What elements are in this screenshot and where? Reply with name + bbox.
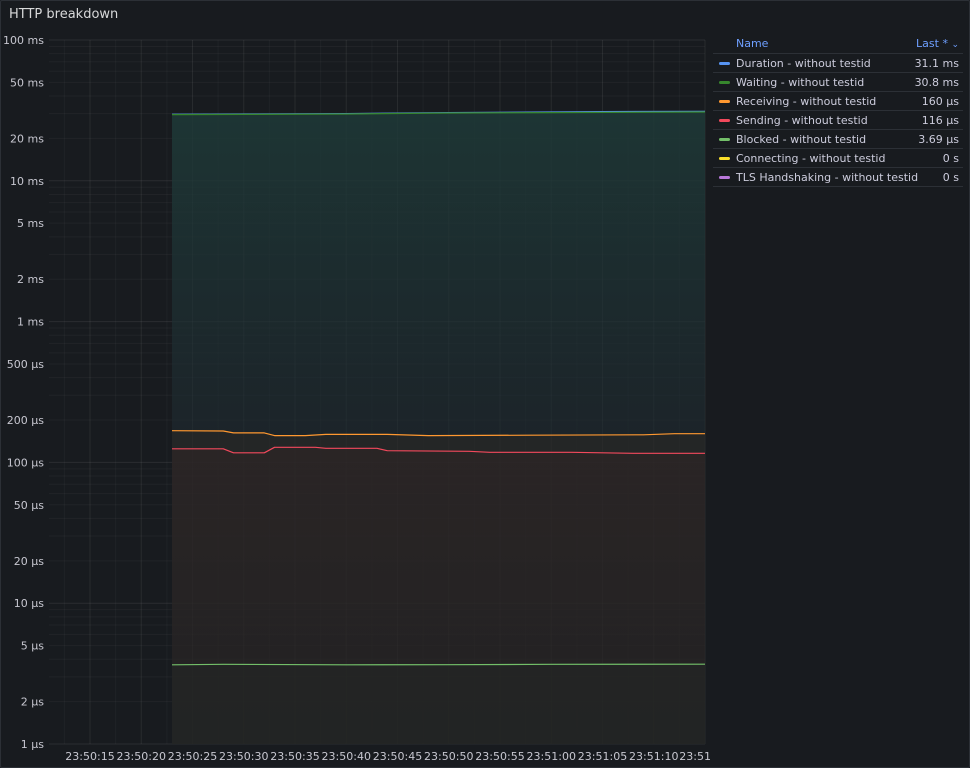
y-axis: 100 ms 50 ms 20 ms 10 ms 5 ms 2 ms 1 ms 500 µs 2… <box>3 34 44 751</box>
legend-swatch <box>719 175 730 179</box>
legend-item-value: 0 s <box>942 151 959 165</box>
legend-item[interactable]: Duration - without testid 31.1 ms <box>713 54 963 73</box>
legend-item-name: Blocked - without testid <box>736 132 867 146</box>
y-tick-label: 1 µs <box>21 738 44 751</box>
legend-item-name: Duration - without testid <box>736 56 871 70</box>
y-tick-label: 1 ms <box>17 316 44 329</box>
series-line-waiting <box>171 111 706 116</box>
y-tick-label: 100 ms <box>3 34 44 47</box>
legend-swatch <box>719 80 730 84</box>
x-tick-label: 23:50:15 <box>65 750 114 763</box>
y-tick-label: 200 µs <box>7 414 44 427</box>
x-tick-label: 23:50:55 <box>475 750 524 763</box>
legend-item[interactable]: Blocked - without testid 3.69 µs <box>713 130 963 149</box>
x-tick-label: 23:51:05 <box>578 750 627 763</box>
area-fills <box>172 112 705 744</box>
y-tick-label: 2 ms <box>17 273 44 286</box>
legend-swatch <box>719 118 730 122</box>
legend-swatch <box>719 61 730 65</box>
legend-item-value: 30.8 ms <box>914 75 959 89</box>
series-line-receiving <box>171 430 705 437</box>
legend-item[interactable]: Connecting - without testid 0 s <box>713 149 963 168</box>
legend-item-value: 116 µs <box>921 113 959 127</box>
legend: Name Last * ⌄ Duration - without testid 3… <box>713 33 963 187</box>
legend-item-name: Receiving - without testid <box>736 94 877 108</box>
x-tick-label: 23:50:30 <box>219 750 268 763</box>
legend-item-value: 0 s <box>942 170 959 184</box>
legend-item-name: Sending - without testid <box>736 113 868 127</box>
legend-swatch <box>719 137 730 141</box>
legend-swatch <box>719 99 730 103</box>
legend-swatch <box>719 156 730 160</box>
y-tick-label: 100 µs <box>7 456 44 469</box>
x-tick-label: 23:50:35 <box>270 750 319 763</box>
legend-item[interactable]: Waiting - without testid 30.8 ms <box>713 73 963 92</box>
x-tick-label: 23:51:00 <box>527 750 576 763</box>
x-tick-label: 23:50:40 <box>322 750 371 763</box>
legend-item[interactable]: Sending - without testid 116 µs <box>713 111 963 130</box>
legend-item[interactable]: TLS Handshaking - without testid 0 s <box>713 168 963 187</box>
y-tick-label: 50 µs <box>14 499 44 512</box>
chevron-down-icon: ⌄ <box>951 39 959 50</box>
y-tick-label: 20 µs <box>14 555 44 568</box>
legend-item[interactable]: Receiving - without testid 160 µs <box>713 92 963 111</box>
x-tick-label: 23:50:50 <box>424 750 473 763</box>
y-tick-label: 50 ms <box>10 76 44 89</box>
legend-item-name: Connecting - without testid <box>736 151 886 165</box>
panel-title[interactable]: HTTP breakdown <box>9 7 119 22</box>
y-tick-label: 5 ms <box>17 217 44 230</box>
series-line-sending <box>172 446 705 454</box>
x-tick-label: 23:50:20 <box>117 750 166 763</box>
x-tick-label: 23:50:45 <box>373 750 422 763</box>
y-tick-label: 2 µs <box>21 696 44 709</box>
x-tick-label: 23:51:10 <box>629 750 678 763</box>
legend-item-name: TLS Handshaking - without testid <box>736 170 919 184</box>
x-tick-label: 23:50:25 <box>168 750 217 763</box>
legend-item-value: 160 µs <box>921 94 959 108</box>
legend-item-name: Waiting - without testid <box>736 75 865 89</box>
legend-item-value: 3.69 µs <box>918 132 959 146</box>
x-axis: 23:50:15 23:50:20 23:50:25 23:50:30 23:50:35… <box>65 750 711 763</box>
x-tick-label: 23:51 <box>679 750 711 763</box>
y-tick-label: 20 ms <box>10 132 44 145</box>
legend-item-value: 31.1 ms <box>914 56 959 70</box>
y-tick-label: 10 ms <box>10 175 44 188</box>
area-fill-blocked <box>172 664 705 744</box>
legend-name-header[interactable]: Name <box>736 36 769 50</box>
y-tick-label: 10 µs <box>14 597 44 610</box>
legend-value-header[interactable]: Last * ⌄ <box>916 36 959 50</box>
series-lines <box>171 110 706 666</box>
legend-rows: Duration - without testid 31.1 ms Waiting … <box>713 54 963 187</box>
area-fill-receiving <box>172 430 705 454</box>
legend-header: Name Last * ⌄ <box>713 33 963 54</box>
y-tick-label: 500 µs <box>7 358 44 371</box>
y-tick-label: 5 µs <box>21 640 44 653</box>
area-fill-waiting <box>172 112 705 436</box>
series-line-blocked <box>171 663 706 666</box>
